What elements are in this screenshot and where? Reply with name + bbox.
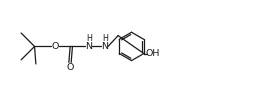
Text: O: O	[51, 42, 59, 51]
Text: O: O	[67, 63, 74, 72]
Text: H: H	[86, 34, 92, 43]
Text: H: H	[102, 34, 108, 43]
Text: N: N	[101, 42, 108, 51]
Text: OH: OH	[145, 49, 160, 58]
Text: N: N	[85, 42, 92, 51]
